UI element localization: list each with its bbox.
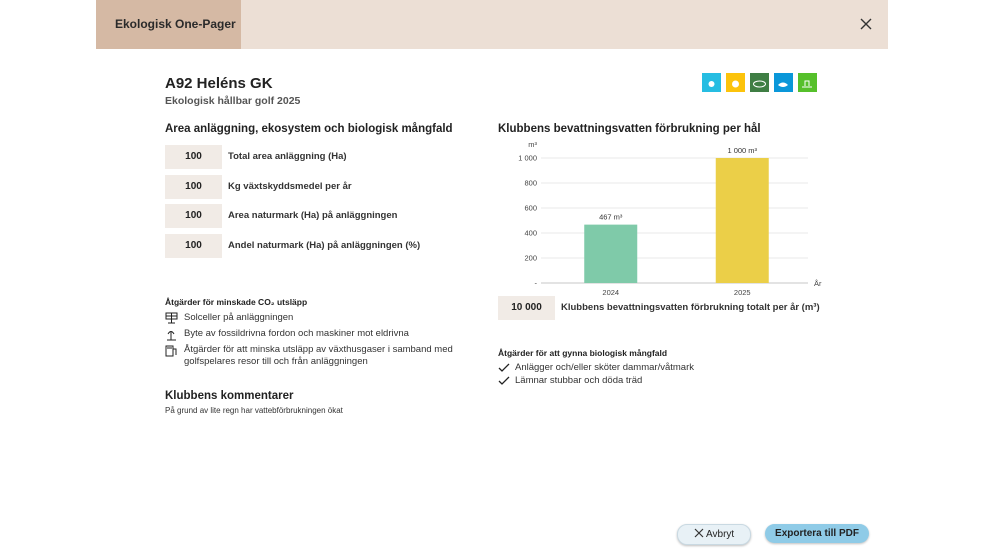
value-label: 467 m³: [599, 213, 623, 222]
section-heading: Åtgärder för minskade CO₂ utsläpp: [165, 297, 308, 307]
area-label: Kg växtskyddsmedel per år: [228, 180, 352, 192]
value-label: 1 000 m³: [727, 146, 757, 155]
bio-item: Anlägger och/eller sköter dammar/våtmark: [515, 362, 694, 373]
sdg-icons: [702, 73, 817, 92]
x-axis-label: År: [814, 279, 822, 288]
comment-text: På grund av lite regn har vattebförbrukn…: [165, 406, 343, 415]
section-heading: Klubbens kommentarer: [165, 390, 294, 402]
area-label: Area naturmark (Ha) på anläggningen: [228, 210, 398, 221]
cancel-icon: [694, 528, 704, 538]
section-heading: Åtgärder för att gynna biologisk mångfal…: [498, 348, 668, 358]
club-subtitle: Ekologisk hållbar golf 2025: [165, 95, 301, 107]
bar: [584, 224, 638, 283]
area-label: Total area anläggning (Ha): [228, 151, 347, 162]
area-label: Andel naturmark (Ha) på anläggningen (%): [228, 239, 421, 251]
y-tick-label: -: [535, 279, 538, 288]
chart-title: Klubbens bevattningsvatten förbrukning p…: [498, 123, 761, 135]
area-value: 100: [165, 145, 222, 169]
chart: m³ År - 200 400 600 800 1 000 467 m³ 2024 1 000 m³…: [518, 140, 822, 297]
tab[interactable]: Ekologisk One-Pager: [96, 0, 241, 49]
bio-item: Lämnar stubbar och döda träd: [515, 375, 643, 386]
cancel-label: Avbryt: [706, 529, 735, 540]
export-button[interactable]: Exportera till PDF: [765, 524, 869, 543]
total-label: Klubbens bevattningsvatten förbrukning t…: [561, 302, 820, 313]
section-heading: Area anläggning, ekosystem och biologisk…: [165, 123, 453, 135]
check-icons: [498, 363, 510, 385]
y-unit: m³: [528, 140, 537, 149]
x-tick-label: 2024: [602, 288, 619, 297]
y-tick-label: 200: [524, 254, 537, 263]
close-button[interactable]: [860, 18, 872, 30]
co2-icons: [165, 312, 178, 357]
area-value: 100: [165, 204, 222, 228]
y-tick-label: 800: [524, 179, 537, 188]
co2-item: Åtgärder för att minska utsläpp av växth…: [184, 344, 453, 367]
co2-item: Solceller på anläggningen: [184, 312, 294, 323]
y-tick-label: 600: [524, 204, 537, 213]
total-value: 10 000: [498, 296, 555, 320]
area-value: 100: [165, 174, 222, 199]
cancel-button[interactable]: Avbryt: [677, 524, 751, 545]
area-value: 100: [165, 233, 222, 258]
bar: [715, 158, 769, 283]
x-tick-label: 2025: [734, 288, 751, 297]
club-title: A92 Heléns GK: [165, 75, 273, 92]
y-tick-label: 400: [524, 229, 537, 238]
y-tick-label: 1 000: [518, 154, 537, 163]
co2-item: Byte av fossildrivna fordon och maskiner…: [184, 328, 409, 339]
